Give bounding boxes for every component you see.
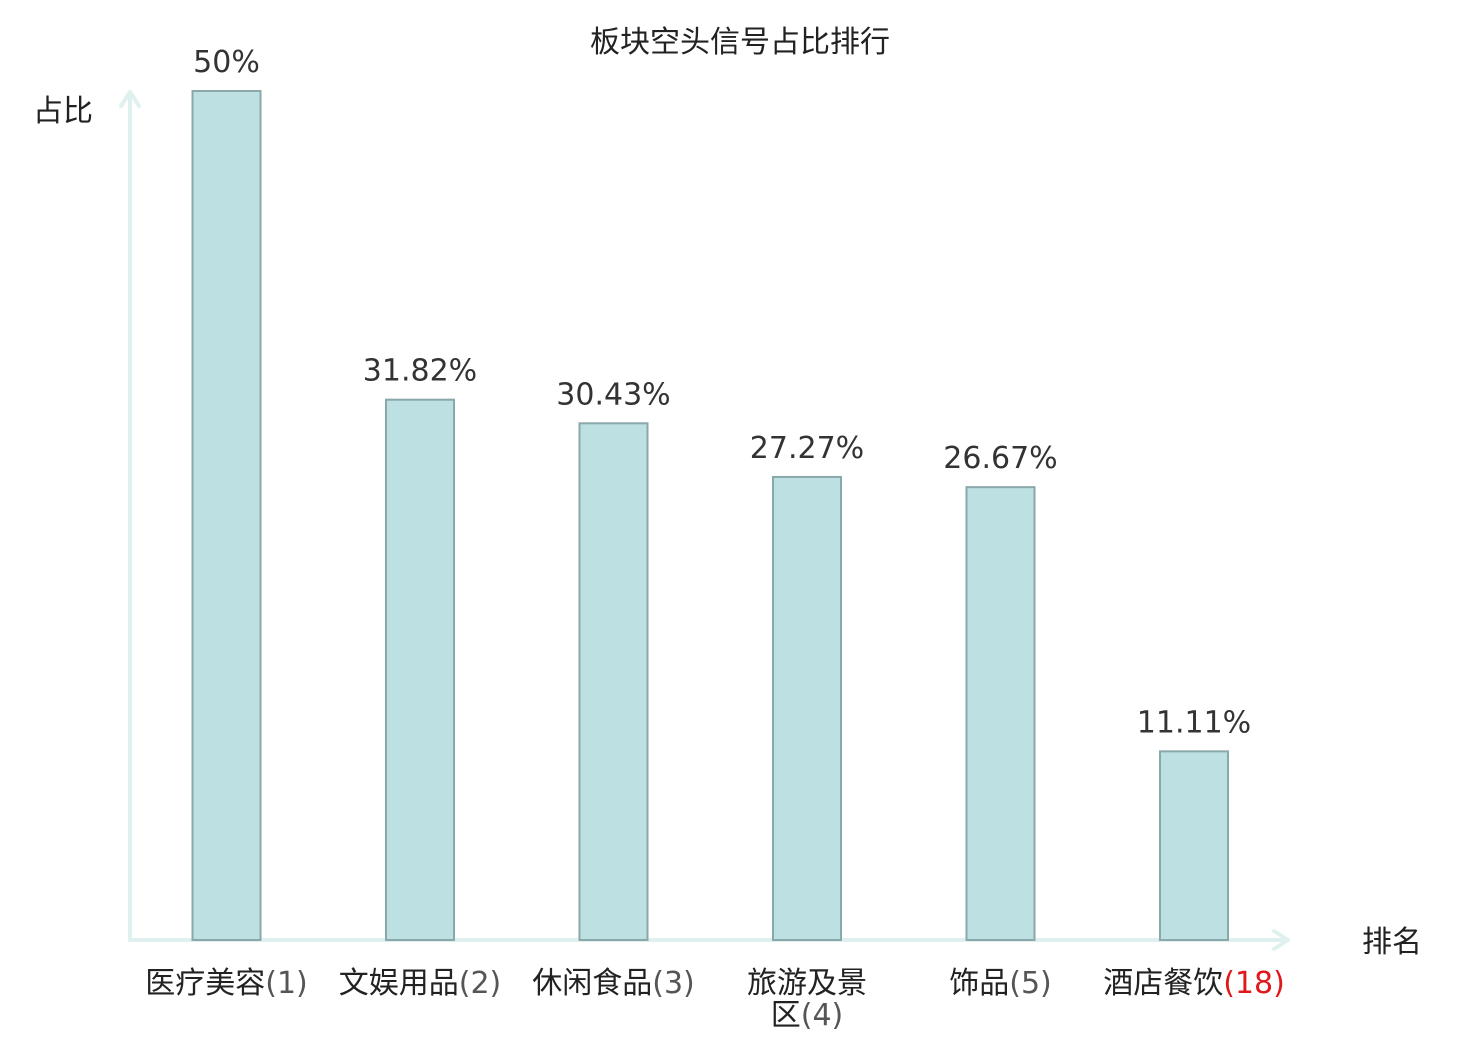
category-label-continued: 区(4)	[771, 998, 844, 1033]
category-label: 旅游及景	[747, 966, 867, 1001]
bar	[191, 90, 262, 941]
category-label: 文娱用品(2)	[339, 966, 502, 1001]
category-rank: (5)	[1009, 966, 1052, 1001]
category-label: 酒店餐饮(18)	[1103, 966, 1285, 1001]
bars-group	[191, 90, 1229, 942]
value-labels-group: 50% 31.82% 30.43% 27.27% 26.67% 11.11%	[193, 45, 1251, 740]
category-label: 饰品(5)	[949, 966, 1052, 1001]
bar-value-label: 50%	[193, 45, 260, 80]
category-label: 休闲食品(3)	[532, 966, 695, 1001]
category-rank: (1)	[265, 966, 308, 1001]
bar	[965, 486, 1036, 941]
category-label: 医疗美容(1)	[145, 966, 308, 1001]
x-axis-arrow	[1272, 929, 1290, 951]
bar-value-label: 26.67%	[943, 441, 1057, 476]
category-rank: (3)	[652, 966, 695, 1001]
axes	[119, 90, 1290, 951]
category-rank: (4)	[801, 998, 844, 1033]
bar	[1159, 750, 1229, 941]
bar-value-label: 27.27%	[750, 431, 864, 466]
y-axis-arrow	[119, 90, 141, 108]
bar	[578, 422, 649, 942]
bar-value-label: 11.11%	[1137, 705, 1251, 740]
bar-value-label: 30.43%	[556, 377, 670, 412]
bar	[385, 398, 455, 941]
y-axis-label: 占比	[33, 94, 93, 129]
category-rank: (2)	[459, 966, 502, 1001]
bar	[772, 475, 842, 941]
bar-value-label: 31.82%	[363, 354, 477, 389]
chart-title: 板块空头信号占比排行	[590, 25, 890, 60]
category-rank: (18)	[1223, 966, 1285, 1001]
x-axis-label: 排名	[1362, 925, 1422, 960]
